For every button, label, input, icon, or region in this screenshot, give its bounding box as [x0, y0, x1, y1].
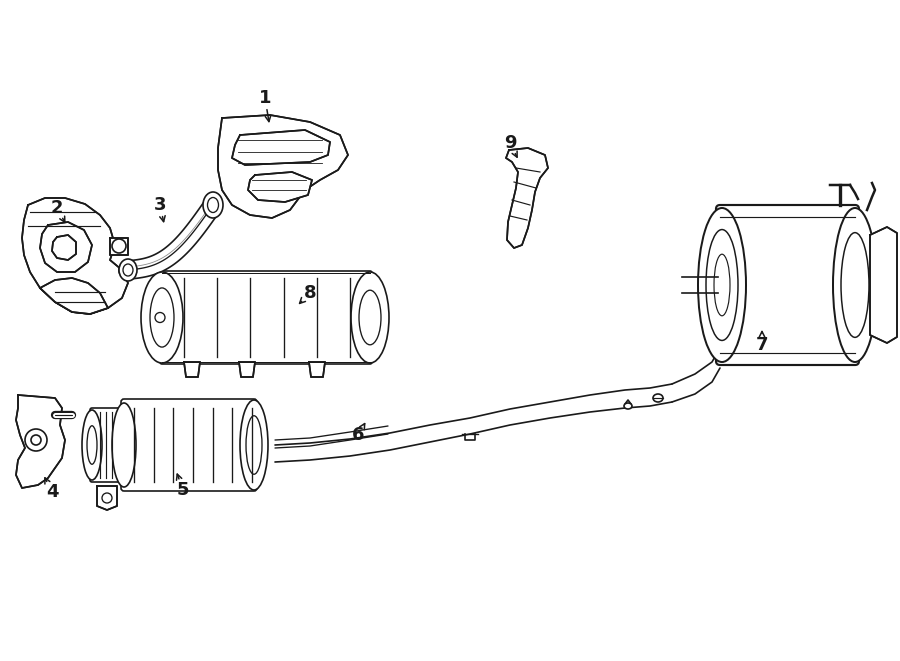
Polygon shape — [22, 198, 128, 314]
Polygon shape — [97, 486, 117, 510]
Ellipse shape — [240, 400, 268, 490]
Polygon shape — [52, 235, 76, 260]
Text: 7: 7 — [756, 336, 769, 354]
Ellipse shape — [351, 272, 389, 363]
Text: 1: 1 — [259, 89, 271, 107]
Ellipse shape — [25, 429, 47, 451]
Polygon shape — [309, 362, 325, 377]
Text: 2: 2 — [50, 199, 63, 217]
Polygon shape — [110, 238, 128, 255]
Polygon shape — [248, 172, 312, 202]
Polygon shape — [218, 115, 348, 218]
Ellipse shape — [698, 208, 746, 362]
Ellipse shape — [112, 403, 136, 487]
Ellipse shape — [141, 272, 183, 363]
Text: 4: 4 — [46, 483, 58, 501]
Polygon shape — [40, 222, 92, 272]
FancyBboxPatch shape — [90, 408, 124, 482]
Text: 9: 9 — [504, 134, 517, 152]
Text: 8: 8 — [303, 284, 316, 302]
Ellipse shape — [82, 410, 102, 480]
Polygon shape — [232, 130, 330, 165]
Ellipse shape — [624, 403, 632, 409]
Ellipse shape — [833, 208, 877, 362]
Polygon shape — [506, 148, 548, 248]
Polygon shape — [16, 395, 65, 488]
Ellipse shape — [653, 394, 663, 402]
Text: 3: 3 — [154, 196, 166, 214]
FancyBboxPatch shape — [121, 399, 257, 491]
Ellipse shape — [119, 259, 137, 281]
Polygon shape — [239, 362, 255, 377]
Polygon shape — [40, 278, 108, 314]
FancyBboxPatch shape — [160, 271, 372, 364]
Polygon shape — [870, 227, 897, 343]
Text: 6: 6 — [352, 426, 365, 444]
Text: 5: 5 — [176, 481, 189, 499]
Polygon shape — [184, 362, 200, 377]
Ellipse shape — [203, 192, 223, 218]
FancyBboxPatch shape — [716, 205, 859, 365]
